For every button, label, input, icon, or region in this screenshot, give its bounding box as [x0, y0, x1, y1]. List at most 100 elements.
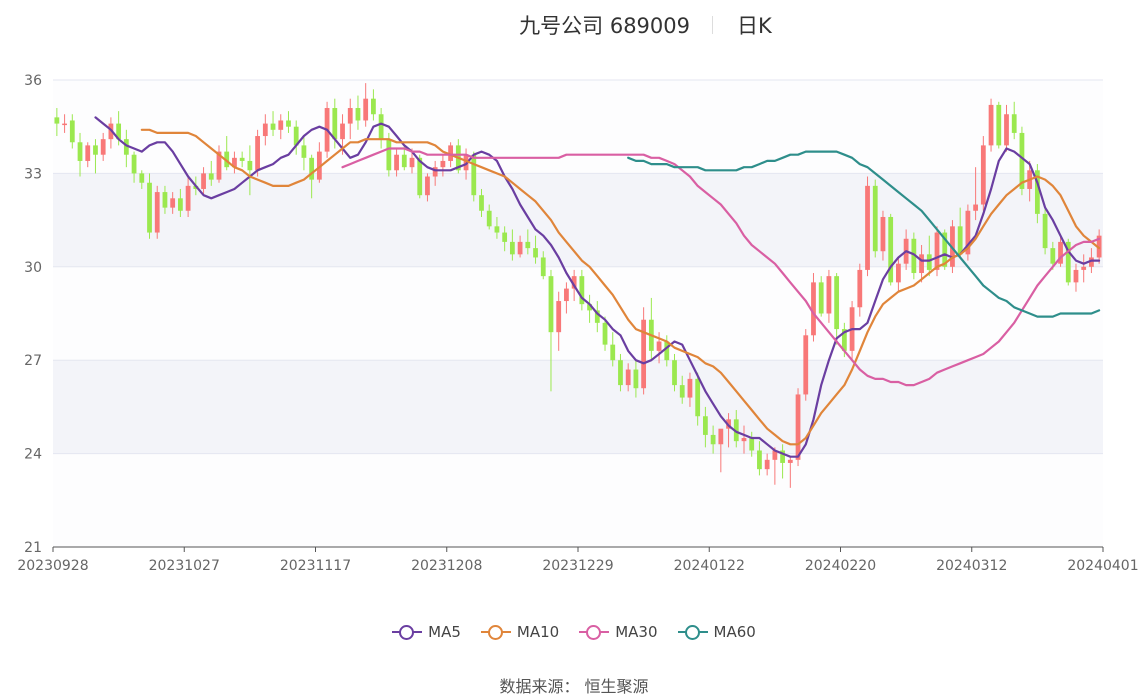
candle-down: [610, 332, 616, 367]
plot-band: [53, 266, 1103, 361]
candle-body: [69, 120, 75, 143]
candle-body: [286, 120, 291, 127]
candle-body: [579, 276, 585, 305]
legend-item-ma30[interactable]: MA30: [579, 620, 658, 644]
candle-body: [641, 319, 647, 389]
candle-body: [896, 263, 901, 283]
candle-up: [255, 129, 260, 177]
candle-body: [448, 145, 454, 161]
candle-body: [965, 210, 971, 255]
candle-body: [702, 416, 708, 435]
candle-body: [123, 139, 129, 155]
candle-body: [934, 232, 940, 270]
candle-down: [633, 360, 639, 398]
legend-item-ma5[interactable]: MA5: [392, 620, 461, 644]
candle-body: [255, 136, 260, 171]
candle-down: [69, 114, 75, 149]
candle-down: [471, 151, 477, 202]
legend-label-ma10: MA10: [516, 623, 560, 641]
candle-body: [425, 176, 430, 196]
candle-down: [1065, 238, 1071, 286]
candle-down: [587, 294, 592, 323]
candle-down: [888, 213, 894, 286]
candle-down: [147, 173, 152, 239]
candle-down: [479, 188, 484, 217]
candle-down: [224, 136, 230, 171]
candle-up: [517, 235, 523, 258]
candle-down: [378, 108, 384, 149]
title-divider: [712, 16, 713, 34]
candle-body: [509, 241, 515, 255]
candle-body: [394, 154, 399, 171]
candle-body: [270, 123, 276, 130]
candle-down: [749, 431, 755, 457]
candle-down: [618, 353, 623, 392]
candle-down: [77, 132, 83, 177]
candle-body: [803, 335, 809, 395]
candle-body: [1034, 170, 1040, 214]
candle-body: [293, 126, 299, 146]
candle-body: [1089, 257, 1094, 267]
candle-body: [787, 459, 793, 463]
candle-body: [602, 322, 608, 345]
candle-down: [780, 444, 785, 479]
candle-down: [309, 154, 315, 199]
candle-body: [610, 344, 616, 361]
y-tick-label: 33: [24, 166, 42, 182]
ma5-swatch-icon: [392, 623, 423, 641]
candle-body: [880, 216, 886, 252]
y-tick-label: 21: [24, 540, 42, 556]
candle-up: [556, 291, 562, 351]
candle-body: [486, 210, 492, 227]
stock-name-title: 九号公司 689009: [519, 14, 690, 38]
candle-up: [1004, 104, 1009, 152]
candle-body: [1042, 213, 1048, 249]
period-title: 日K: [737, 14, 772, 38]
candle-up: [880, 210, 886, 261]
candle-body: [62, 123, 67, 126]
plot-band: [53, 80, 1103, 174]
candle-body: [1081, 266, 1087, 270]
x-tick-label: 20231027: [149, 558, 220, 574]
x-tick-label: 20231117: [280, 558, 351, 574]
candle-up: [988, 98, 994, 152]
candle-up: [919, 245, 924, 283]
candle-down: [239, 151, 245, 168]
candle-body: [718, 428, 724, 445]
legend-item-ma60[interactable]: MA60: [677, 620, 756, 644]
plot-background-bands: [53, 80, 1103, 547]
candle-up: [811, 273, 816, 342]
candle-up: [625, 363, 631, 392]
candle-down: [594, 301, 600, 333]
candle-body: [556, 301, 562, 333]
candle-up: [764, 453, 770, 476]
candle-up: [363, 83, 369, 127]
candle-down: [926, 235, 932, 277]
candle-body: [664, 341, 670, 361]
candle-up: [232, 151, 237, 174]
candle-up: [641, 307, 647, 395]
candle-up: [687, 372, 693, 407]
candle-body: [54, 117, 60, 124]
candle-down: [54, 108, 60, 137]
x-tick-label: 20230928: [17, 558, 88, 574]
candle-body: [1065, 241, 1071, 283]
candle-body: [841, 329, 847, 351]
candle-down: [293, 120, 299, 155]
candle-down: [247, 145, 253, 196]
candle-body: [85, 145, 91, 161]
x-axis: 20230928 20231027 20231117 20231208 20231229…: [17, 546, 1139, 574]
candle-body: [988, 104, 994, 146]
candle-down: [533, 235, 538, 264]
candle-down: [540, 251, 546, 280]
candle-down: [818, 276, 824, 317]
candle-body: [633, 369, 639, 389]
candle-body: [170, 198, 176, 208]
candle-body: [749, 438, 755, 451]
candle-body: [517, 241, 523, 255]
legend-item-ma10[interactable]: MA10: [480, 620, 560, 644]
y-tick-label: 30: [24, 260, 42, 276]
candle-body: [911, 238, 917, 274]
candle-down: [602, 316, 608, 351]
